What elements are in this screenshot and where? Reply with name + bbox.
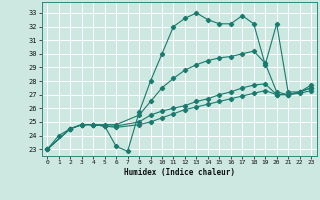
X-axis label: Humidex (Indice chaleur): Humidex (Indice chaleur) <box>124 168 235 177</box>
